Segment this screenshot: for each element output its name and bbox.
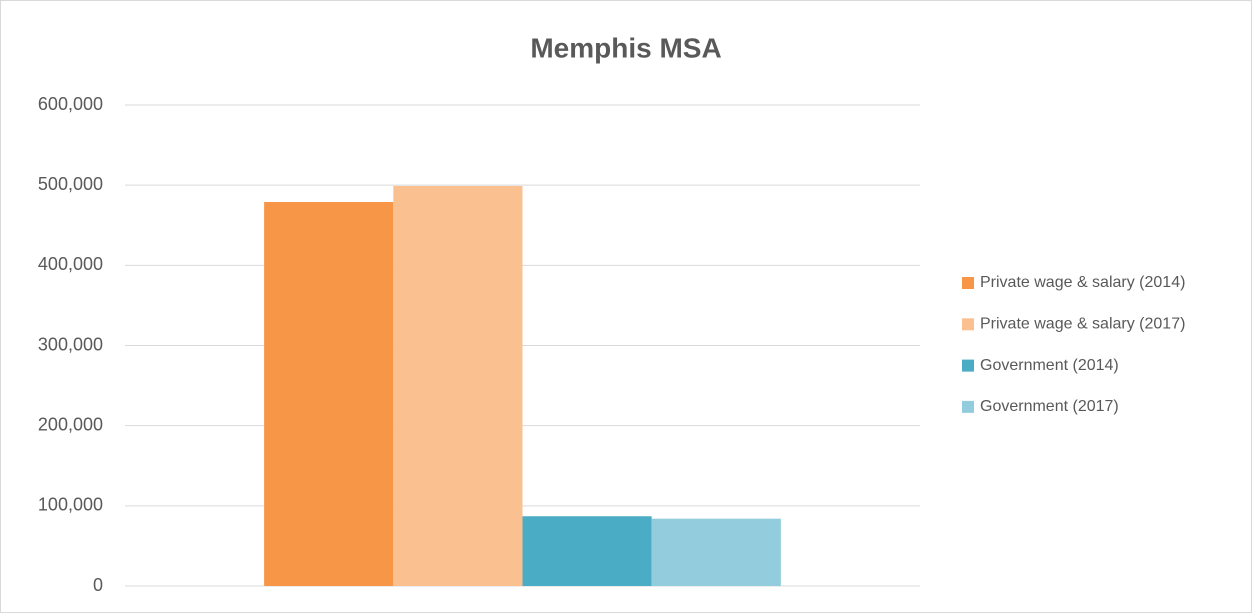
legend-swatch bbox=[962, 400, 974, 413]
y-tick-label: 600,000 bbox=[38, 94, 103, 114]
legend-label: Government (2014) bbox=[980, 357, 1119, 374]
y-tick-label: 500,000 bbox=[38, 174, 103, 194]
y-tick-label: 0 bbox=[93, 575, 103, 595]
legend-label: Government (2017) bbox=[980, 398, 1119, 415]
y-tick-label: 300,000 bbox=[38, 334, 103, 354]
bar bbox=[393, 185, 523, 587]
bar bbox=[522, 516, 652, 586]
chart-title: Memphis MSA bbox=[530, 32, 721, 63]
legend-swatch bbox=[962, 359, 974, 372]
bar bbox=[264, 202, 394, 587]
legend-swatch bbox=[962, 277, 974, 289]
legend-label: Private wage & salary (2017) bbox=[980, 316, 1185, 333]
legend-swatch bbox=[962, 318, 974, 331]
bar bbox=[651, 518, 781, 586]
legend-label: Private wage & salary (2014) bbox=[980, 274, 1185, 291]
y-tick-label: 100,000 bbox=[38, 495, 103, 515]
y-tick-label: 200,000 bbox=[38, 414, 103, 434]
y-tick-label: 400,000 bbox=[38, 254, 103, 274]
